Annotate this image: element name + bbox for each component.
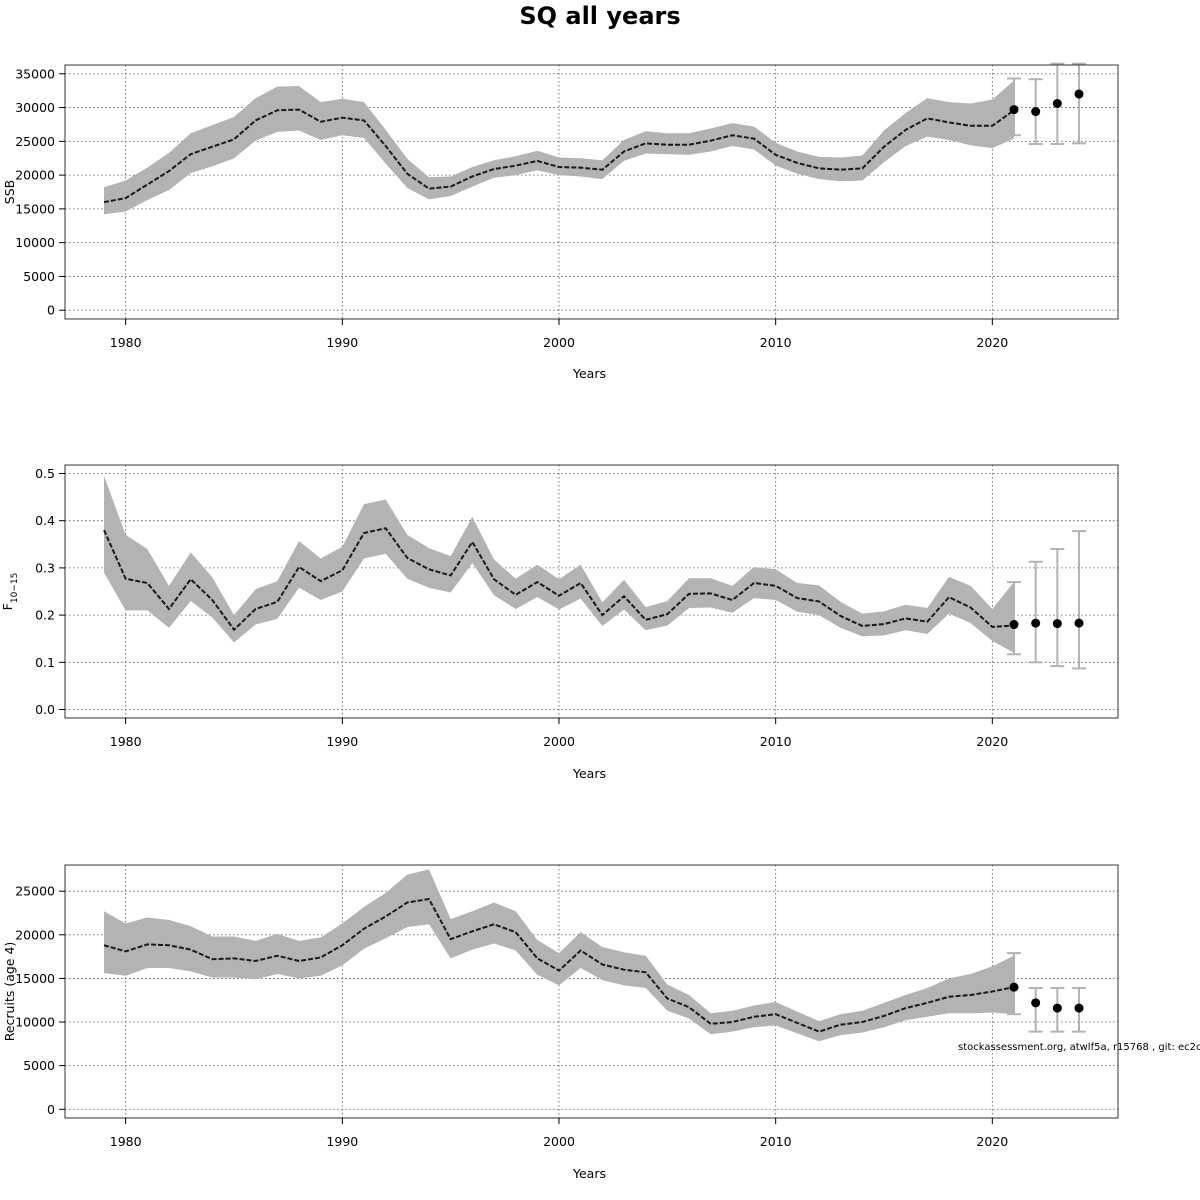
forecast-point [1031, 618, 1041, 628]
y-tick-label: 20000 [15, 927, 55, 942]
estimate-line [103, 897, 1015, 1033]
y-tick-label: 5000 [23, 269, 55, 284]
y-axis-label: Recruits (age 4) [2, 942, 17, 1042]
figure-title: SQ all years [519, 2, 681, 30]
x-tick-label: 2010 [760, 335, 792, 350]
y-tick-label: 0 [47, 303, 55, 318]
x-tick-label: 2020 [976, 1134, 1008, 1149]
x-tick-label: 1990 [326, 1134, 358, 1149]
y-axis-label: SSB [2, 180, 17, 204]
panel-fbar: 1980 1990 2000 2010 2020 0.0 0.1 0.2 0.3 0.4 0.5 Ye… [0, 464, 1119, 781]
y-tick-label: 0.5 [35, 466, 55, 481]
x-tick-label: 2000 [543, 335, 575, 350]
y-tick-label: 25000 [15, 134, 55, 149]
panel-ssb: 1980 1990 2000 2010 2020 0 5000 10000 15000 20000… [2, 62, 1119, 381]
y-tick-label: 10000 [15, 1015, 55, 1030]
y-tick-label: 25000 [15, 884, 55, 899]
forecast-point [1031, 998, 1041, 1008]
forecast-point [1052, 1003, 1062, 1013]
x-tick-label: 2000 [543, 734, 575, 749]
y-axis-label-subscript: 10−15 [10, 573, 20, 603]
y-tick-label: 15000 [15, 971, 55, 986]
x-tick-label: 1990 [326, 734, 358, 749]
y-tick-label: 10000 [15, 235, 55, 250]
estimate-line [103, 108, 1015, 204]
forecast-point [1074, 1003, 1084, 1013]
y-tick-label: 0 [47, 1102, 55, 1117]
x-tick-label: 2020 [976, 335, 1008, 350]
forecast-point [1052, 99, 1062, 109]
y-tick-label: 0.0 [35, 702, 55, 717]
forecast-point [1031, 107, 1041, 117]
y-tick-label: 15000 [15, 201, 55, 216]
x-tick-label: 1980 [110, 734, 142, 749]
y-tick-label: 5000 [23, 1058, 55, 1073]
y-tick-label: 30000 [15, 100, 55, 115]
y-tick-label: 20000 [15, 168, 55, 183]
plot-frame [64, 64, 1119, 320]
x-tick-label: 2000 [543, 1134, 575, 1149]
forecast-point [1052, 619, 1062, 629]
y-tick-label: 0.2 [35, 608, 55, 623]
x-tick-label: 2010 [760, 1134, 792, 1149]
y-tick-label: 0.1 [35, 655, 55, 670]
confidence-band [104, 869, 1014, 1042]
panel-recruits: 1980 1990 2000 2010 2020 0 5000 10000 15000 20000… [2, 864, 1119, 1181]
y-axis-label: F10−15 [0, 573, 20, 611]
forecast-point [1074, 618, 1084, 628]
x-tick-label: 2020 [976, 734, 1008, 749]
x-axis-label: Years [572, 1166, 606, 1181]
forecast-point [1009, 620, 1019, 630]
plot-frame [64, 864, 1119, 1119]
forecast-point [1009, 982, 1019, 992]
confidence-band [104, 80, 1014, 215]
x-tick-label: 2010 [760, 734, 792, 749]
x-axis-label: Years [572, 766, 606, 781]
estimate-line [103, 527, 1015, 632]
x-tick-label: 1980 [110, 335, 142, 350]
x-axis-label: Years [572, 366, 606, 381]
forecast-point [1009, 105, 1019, 115]
y-tick-label: 0.3 [35, 560, 55, 575]
footnote-text: stockassessment.org, atwlf5a, r15768 , g… [958, 1042, 1200, 1053]
y-tick-label: 35000 [15, 66, 55, 81]
x-tick-label: 1990 [326, 335, 358, 350]
y-tick-label: 0.4 [35, 513, 55, 528]
x-tick-label: 1980 [110, 1134, 142, 1149]
plot-frame [64, 464, 1119, 719]
forecast-point [1074, 89, 1084, 99]
